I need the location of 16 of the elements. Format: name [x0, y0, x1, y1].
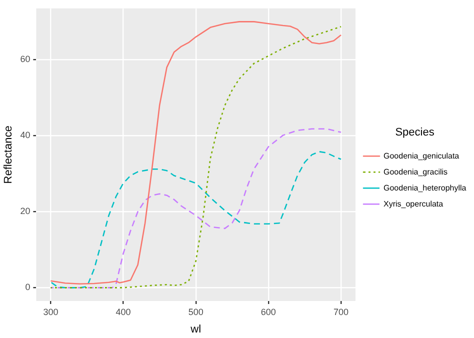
x-tick-label: 500 [188, 306, 204, 317]
legend-label: Xyris_operculata [384, 199, 444, 208]
legend-label: Goodenia_geniculata [384, 151, 460, 160]
legend-label: Goodenia_gracilis [384, 167, 448, 176]
legend-label: Goodenia_heterophylla [384, 183, 467, 192]
x-tick-label: 300 [43, 306, 58, 317]
y-tick-label: 20 [20, 206, 30, 216]
y-tick-label: 60 [20, 54, 30, 64]
y-tick-label: 40 [20, 130, 30, 140]
x-tick-label: 400 [116, 306, 131, 317]
x-axis-title: wl [190, 323, 202, 336]
y-axis-title: Reflectance [2, 126, 15, 184]
x-tick-label: 600 [260, 306, 276, 317]
x-tick-label: 700 [333, 306, 348, 317]
legend-title: Species [395, 126, 435, 138]
y-tick-label: 0 [25, 282, 30, 292]
